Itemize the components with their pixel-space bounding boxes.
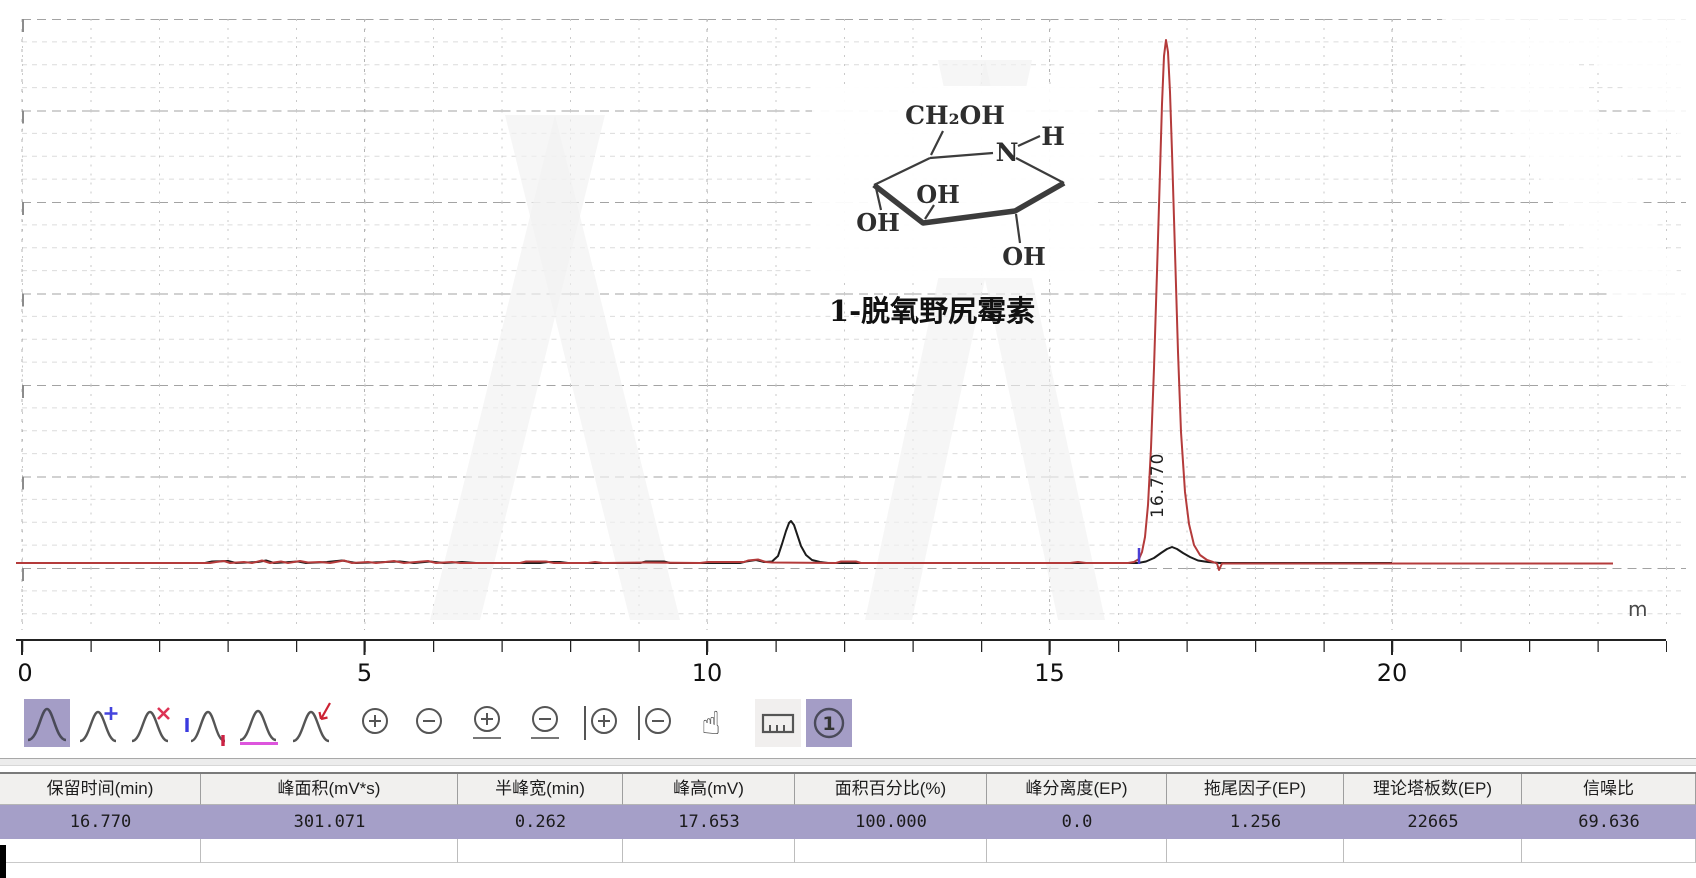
cell-retention-time[interactable]: 16.770: [0, 805, 201, 839]
header-half-width[interactable]: 半峰宽(min): [458, 774, 623, 805]
x-tick-label-5: 5: [357, 659, 372, 687]
header-area-percent[interactable]: 面积百分比(%): [795, 774, 987, 805]
header-signal-noise[interactable]: 信噪比: [1522, 774, 1696, 805]
oh-bottom-label: OH: [1002, 242, 1046, 271]
baseline-icon: [239, 709, 278, 745]
zoom-out-x-button[interactable]: [522, 699, 568, 747]
chromatogram-plot[interactable]: CH₂OH N H OH OH OH 1-脱氧野尻霉素 16.770 0 5 1…: [0, 0, 1696, 695]
zoom-in-button[interactable]: [352, 699, 398, 747]
header-resolution[interactable]: 峰分离度(EP): [987, 774, 1167, 805]
table-row[interactable]: 16.770 301.071 0.262 17.653 100.000 0.0 …: [0, 805, 1696, 839]
channel-1-icon: 1: [813, 707, 845, 739]
zoom-in-y-button[interactable]: [578, 699, 624, 747]
peak-retention-label: 16.770: [1148, 453, 1168, 518]
x-tick-label-10: 10: [692, 659, 723, 687]
cell-peak-area[interactable]: 301.071: [201, 805, 458, 839]
structure-background: [812, 86, 1098, 278]
x-axis-minor-ticks: [22, 641, 1667, 653]
x-axis: 0 5 10 15 20 m: [16, 597, 1667, 687]
baseline-button[interactable]: [236, 699, 282, 747]
x-tick-label-20: 20: [1377, 659, 1408, 687]
cut-peak-button[interactable]: [290, 699, 336, 747]
toolbar: ☝ 1: [0, 699, 1696, 751]
zoom-in-icon: [362, 708, 388, 734]
zoom-in-x-icon: [473, 706, 501, 739]
structure-bonds: [873, 130, 1065, 244]
channel-1-button[interactable]: 1: [806, 699, 852, 747]
corner-mark: [0, 845, 6, 878]
cell-signal-noise[interactable]: 69.636: [1522, 805, 1696, 839]
ruler-icon: [761, 713, 795, 734]
oh-left-label: OH: [856, 208, 900, 237]
zoom-out-button[interactable]: [406, 699, 452, 747]
delete-peak-button[interactable]: [129, 699, 175, 747]
peak-icon: [27, 707, 67, 742]
oh-mid-label: OH: [916, 180, 960, 209]
zoom-in-y-icon: [584, 706, 617, 740]
nitrogen-label: N: [996, 138, 1019, 167]
trace-sample-red: [16, 39, 1613, 571]
compound-title: 1-脱氧野尻霉素: [829, 294, 1035, 328]
table-empty-row: [0, 839, 1696, 863]
zoom-out-x-icon: [531, 706, 559, 739]
peak-tool-button[interactable]: [24, 699, 70, 747]
x-tick-label-0: 0: [17, 659, 32, 687]
peak-bounds-button[interactable]: [182, 699, 228, 747]
cell-peak-height[interactable]: 17.653: [623, 805, 795, 839]
divider: [0, 758, 1696, 766]
header-theoretical-plates[interactable]: 理论塔板数(EP): [1344, 774, 1522, 805]
zoom-out-y-icon: [638, 706, 671, 740]
hydrogen-label: H: [1041, 122, 1065, 151]
cell-resolution[interactable]: 0.0: [987, 805, 1167, 839]
delete-peak-icon: [131, 707, 170, 743]
x-axis-major-ticks: [21, 641, 1393, 655]
structure-bold-bonds: [872, 180, 1066, 226]
add-peak-button[interactable]: [77, 699, 123, 747]
svg-text:1: 1: [822, 713, 835, 735]
cell-theoretical-plates[interactable]: 22665: [1344, 805, 1522, 839]
pan-hand-icon: ☝: [701, 704, 721, 742]
molecule-structure: CH₂OH N H OH OH OH: [812, 86, 1098, 278]
ruler-button[interactable]: [755, 699, 801, 747]
header-retention-time[interactable]: 保留时间(min): [0, 774, 201, 805]
pan-hand-button[interactable]: ☝: [688, 699, 734, 747]
zoom-in-x-button[interactable]: [464, 699, 510, 747]
cell-tailing-factor[interactable]: 1.256: [1167, 805, 1344, 839]
header-peak-height[interactable]: 峰高(mV): [623, 774, 795, 805]
zoom-out-y-button[interactable]: [632, 699, 678, 747]
peak-bounds-icon: [185, 710, 226, 746]
cell-half-width[interactable]: 0.262: [458, 805, 623, 839]
cell-area-percent[interactable]: 100.000: [795, 805, 987, 839]
zoom-out-icon: [416, 708, 442, 734]
add-peak-icon: [79, 707, 118, 743]
x-axis-unit-label: m: [1628, 597, 1647, 621]
header-tailing-factor[interactable]: 拖尾因子(EP): [1167, 774, 1344, 805]
table-header-row: 保留时间(min) 峰面积(mV*s) 半峰宽(min) 峰高(mV) 面积百分…: [0, 774, 1696, 805]
ch2oh-label: CH₂OH: [905, 101, 1005, 130]
x-tick-label-15: 15: [1034, 659, 1065, 687]
cut-peak-icon: [292, 702, 331, 743]
header-peak-area[interactable]: 峰面积(mV*s): [201, 774, 458, 805]
results-table: 保留时间(min) 峰面积(mV*s) 半峰宽(min) 峰高(mV) 面积百分…: [0, 772, 1696, 863]
